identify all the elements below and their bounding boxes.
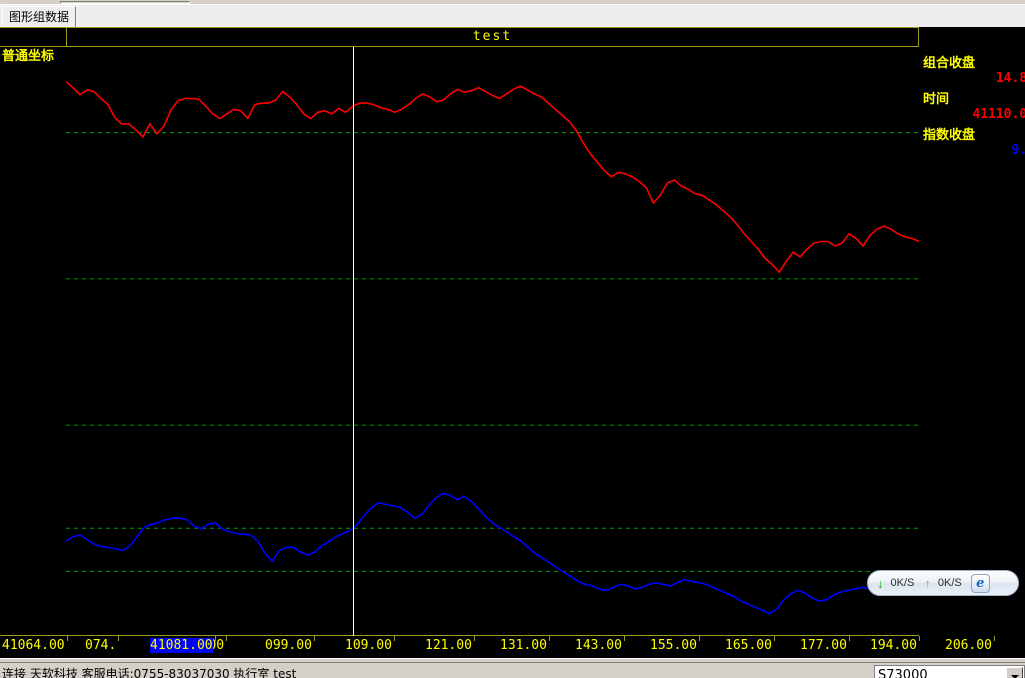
x-axis-tick-mark [919, 636, 920, 641]
x-axis-tick-mark [314, 636, 315, 641]
network-speed-widget[interactable]: ↓ 0K/S ↑ 0K/S e [867, 570, 1019, 596]
frame-top [0, 27, 1025, 28]
x-axis-tick-mark [994, 636, 995, 641]
info-row-label: 指数收盘 [923, 128, 976, 143]
toolbar-strip [0, 0, 1025, 5]
x-axis-tick-mark [549, 636, 550, 641]
series-line [66, 80, 919, 274]
frame-title-underline [0, 46, 919, 47]
x-axis-tick-label: 099.00 [265, 638, 312, 653]
x-axis-tick-label: 177.00 [800, 638, 847, 653]
x-axis-tick-label: 121.00 [425, 638, 472, 653]
coordinate-mode-label[interactable]: 普通坐标 [2, 49, 55, 64]
x-axis-tick-mark [474, 636, 475, 641]
plot-area[interactable] [66, 47, 919, 635]
tab-graph-group-data[interactable]: 图形组数据 [2, 6, 77, 27]
x-axis-tick-label: 206.00 [945, 638, 992, 653]
status-bar-text: 连接 天软科技 客服电话:0755-83037030 执行室 test [2, 667, 297, 678]
x-axis-tick-label: 41081.00 [150, 638, 213, 653]
chart-title: test [472, 29, 513, 44]
down-arrow-icon: ↓ [877, 575, 884, 591]
x-axis-tick-label: 131.00 [500, 638, 547, 653]
x-axis-tick-mark [849, 636, 850, 641]
frame-bottom-axis [0, 635, 919, 636]
tab-bar: 图形组数据 [0, 5, 1025, 27]
status-bar-inset [0, 662, 1025, 678]
x-axis-tick-label: 155.00 [650, 638, 697, 653]
info-panel: 组合收盘 14.85 时间 41110.00 指数收盘 9.3 [919, 27, 1025, 636]
chevron-down-icon[interactable] [1006, 667, 1023, 678]
x-axis-tick-mark [624, 636, 625, 641]
x-axis-tick-label: 143.00 [575, 638, 622, 653]
x-axis-tick-label: 194.00 [870, 638, 917, 653]
series-line [66, 492, 919, 615]
symbol-combo-box[interactable]: S73000 [874, 665, 1025, 678]
x-axis-tick-mark [67, 636, 68, 641]
series-lines [66, 80, 919, 615]
x-axis-tick-label: 074. [85, 638, 117, 653]
toolbar-grip[interactable] [60, 1, 190, 4]
internet-explorer-icon[interactable]: e [970, 573, 990, 593]
status-bar: 连接 天软科技 客服电话:0755-83037030 执行室 test [0, 658, 1025, 678]
x-axis-tick-mark [699, 636, 700, 641]
x-axis-tick-mark [215, 636, 216, 641]
info-row-value: 41110.00 [972, 107, 1025, 122]
x-axis-tick-mark [774, 636, 775, 641]
gridlines [66, 132, 919, 572]
x-axis-tick-label: 41064.00 [2, 638, 65, 653]
x-axis-band: 41064.00074.41081.0000.00099.00109.00121… [0, 636, 1025, 658]
x-axis-tick-mark [226, 636, 227, 641]
info-row-value: 14.85 [995, 71, 1025, 86]
info-row-label: 时间 [923, 92, 950, 107]
x-axis-tick-mark [394, 636, 395, 641]
symbol-combo-value: S73000 [878, 668, 928, 678]
download-speed-value: 0K/S [890, 577, 915, 589]
plot-svg [66, 80, 919, 615]
upload-speed-value: 0K/S [937, 577, 962, 589]
x-axis-tick-mark [118, 636, 119, 641]
up-arrow-icon: ↑ [924, 575, 931, 591]
chart-window: test 普通坐标 14.43612.53310.6319.2898.728 4… [0, 27, 1025, 658]
cursor-vertical-line[interactable] [353, 47, 354, 636]
info-row-value: 9.3 [1011, 143, 1025, 158]
x-axis-tick-label: 165.00 [725, 638, 772, 653]
info-row-label: 组合收盘 [923, 56, 976, 71]
x-axis-tick-label: 109.00 [345, 638, 392, 653]
